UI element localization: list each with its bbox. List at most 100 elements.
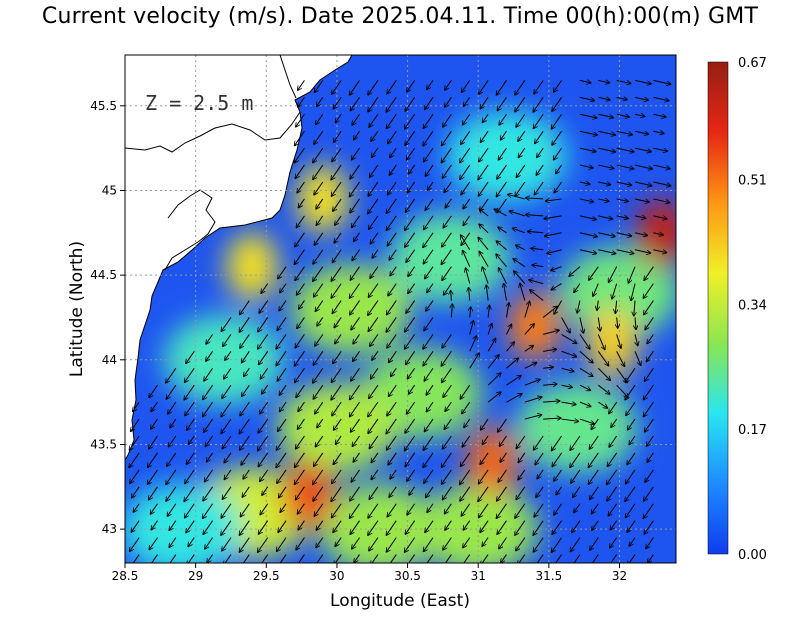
speed-hotspot [466,427,519,496]
current-vector [386,113,397,128]
current-vector [518,452,526,463]
current-vector [333,130,342,142]
current-vector [533,435,544,450]
current-vector [598,232,615,237]
current-vector [591,503,599,514]
current-vector [518,554,526,563]
current-vector [368,283,379,298]
current-vector [313,486,324,501]
gridlines [125,55,676,563]
current-vector [369,384,379,398]
current-vector [442,164,452,178]
current-vector [350,520,360,535]
current-vector [277,418,287,432]
current-vector [569,266,581,277]
current-vector [598,97,610,100]
current-vector [543,330,559,335]
current-vector [608,266,618,283]
speed-blob [418,484,539,563]
current-vector [482,113,489,122]
current-vector [353,351,360,361]
current-vector [551,283,562,290]
current-vector [643,503,654,519]
current-vector [147,452,158,468]
current-vector [551,435,562,451]
current-vector [462,250,471,267]
current-vector [626,401,636,415]
current-vector [544,232,562,236]
current-vector [221,418,232,434]
current-vector [202,503,214,519]
current-vector [334,232,342,243]
current-vector [534,554,544,563]
current-vector [317,317,324,326]
current-vector [536,164,544,175]
current-vector [241,351,250,362]
current-vector [570,452,581,468]
current-vector [506,375,521,386]
current-vector [463,198,471,209]
current-vector [592,520,599,531]
current-vector [590,537,599,551]
current-vector [388,130,397,144]
current-vector [222,435,232,449]
speed-hotspot [635,198,676,267]
current-vector [554,300,562,315]
current-vector [634,79,651,84]
current-vector [351,367,360,381]
current-vector [547,249,562,254]
current-vector [499,113,507,125]
current-vector [653,198,669,203]
current-vector [186,418,195,430]
current-vector [480,97,489,109]
current-vector [462,113,471,125]
current-vector [497,520,507,535]
y-axis-ticks: 43 43.5 44 44.5 45 45.5 [90,99,125,536]
current-vector [368,317,379,331]
current-vector [369,164,379,177]
current-vector [405,334,416,349]
current-vector [597,334,605,349]
x-tick-label: 30 [329,569,344,583]
speed-hotspot [282,461,335,530]
current-vector [463,520,471,531]
x-tick-label: 29 [188,569,203,583]
current-vector [572,520,581,533]
current-vector [166,367,177,383]
current-vector [445,97,452,107]
current-vector [242,486,250,497]
current-vector [313,147,324,163]
current-vector [610,537,618,548]
current-vector [461,232,471,246]
current-vector [389,164,397,175]
current-vector [487,338,496,352]
current-vector [262,384,269,394]
current-vector [579,182,590,184]
current-vector [332,300,342,314]
current-vector [598,147,615,152]
current-vector [506,394,522,403]
current-vector [441,249,452,265]
current-vector [530,290,544,301]
speed-blob [163,314,284,405]
current-vector [260,503,269,515]
current-vector [388,283,397,296]
y-axis-label: Latitude (North) [67,241,87,377]
current-vector [386,97,397,112]
current-vector [185,469,195,484]
current-vector [466,268,471,284]
current-vector [333,520,342,533]
current-vector [241,452,250,465]
current-vector [166,384,177,399]
current-vector [242,384,250,396]
current-vector [545,199,562,201]
current-vector [445,80,452,90]
current-vector [387,503,397,517]
current-vector [296,113,305,127]
current-vector [261,283,269,294]
current-vector [479,80,489,94]
current-vector [504,283,507,301]
current-vector [496,80,507,95]
current-vector [406,300,416,314]
current-vector [405,418,416,433]
